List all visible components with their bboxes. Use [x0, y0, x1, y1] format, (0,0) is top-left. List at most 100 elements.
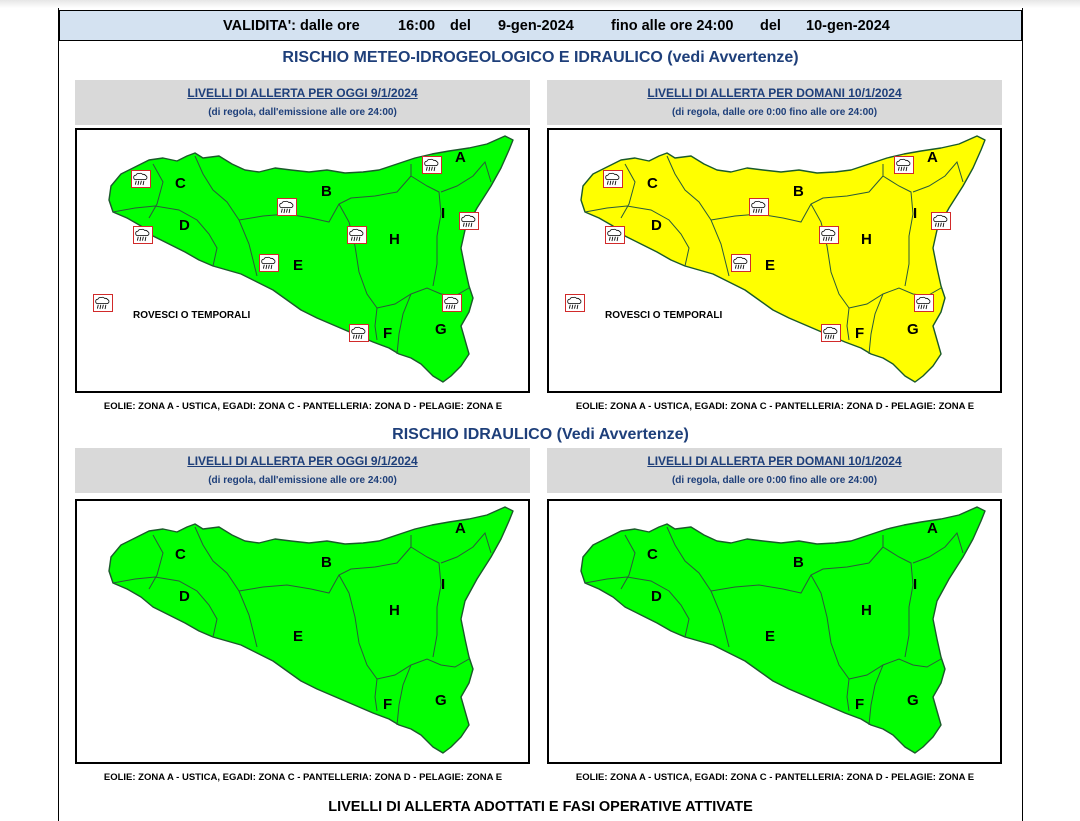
meteo-tomorrow-rain-icon-zone-i — [931, 212, 951, 230]
meteo-today-zone-border — [194, 155, 258, 277]
idraulico-today-zone-label-g: G — [435, 692, 447, 709]
meteo-tomorrow-rain-icon-zone-d — [605, 226, 625, 244]
idraulico-tomorrow-zone-border — [868, 664, 884, 726]
meteo-tomorrow-sicily-map: A B C D E F G H I — [580, 135, 986, 383]
idraulico-today-zone-border — [376, 658, 470, 680]
validity-until: fino alle ore 24:00 — [611, 18, 734, 34]
meteo-today-sicily-region — [108, 135, 514, 383]
idraulico-today-zone-label-c: C — [175, 546, 186, 563]
idraulico-tomorrow-zone-border — [848, 658, 942, 680]
idraulico-tomorrow-zone-label-d: D — [651, 588, 662, 605]
meteo-today-rain-icon-zone-c — [131, 170, 151, 188]
idraulico-tomorrow-zone-border — [912, 531, 964, 564]
meteo-tomorrow-zone-label-h: H — [861, 231, 872, 248]
meteo-today-zone-border — [112, 205, 218, 267]
idraulico-today-zone-label-d: D — [179, 588, 190, 605]
meteo-tomorrow-zone-border — [620, 163, 636, 219]
meteo-tomorrow-zone-label-i: I — [913, 205, 917, 222]
bulletin-page: VALIDITA': dalle ore 16:00 del 9-gen-202… — [58, 8, 1023, 821]
meteo-tomorrow-zone-label-f: F — [855, 325, 864, 342]
idraulico-tomorrow-zone-label-g: G — [907, 692, 919, 709]
idraulico-today-zone-border — [112, 576, 218, 638]
meteo-today-rain-icon-zone-a — [422, 156, 442, 174]
meteo-tomorrow-rain-icon-zone-e — [731, 254, 751, 272]
meteo-today-zone-border — [396, 293, 412, 355]
meteo-tomorrow-legend-text: ROVESCI O TEMPORALI — [605, 310, 723, 321]
meteo-today-zone-border — [410, 175, 442, 287]
idraulico-today-subheading: (di regola, dall'emissione alle ore 24:0… — [208, 475, 397, 486]
meteo-tomorrow-zone-label-g: G — [907, 321, 919, 338]
idraulico-tomorrow-zone-label-b: B — [793, 554, 804, 571]
meteo-today-zone-border — [440, 160, 492, 193]
idraulico-tomorrow-zone-border — [810, 574, 850, 712]
meteo-tomorrow-zone-label-b: B — [793, 183, 804, 200]
idraulico-today-zone-border — [194, 526, 258, 648]
validity-end-date: 10-gen-2024 — [806, 18, 890, 34]
idraulico-today-header: LIVELLI DI ALLERTA PER OGGI 9/1/2024 (di… — [75, 448, 530, 493]
meteo-today-legend-rain-icon — [93, 294, 113, 312]
idraulico-today-zone-border — [338, 574, 378, 712]
meteo-section-title: RISCHIO METEO-IDROGEOLOGICO E IDRAULICO … — [282, 49, 799, 66]
idraulico-section-title: RISCHIO IDRAULICO (Vedi Avvertenze) — [392, 426, 689, 443]
meteo-tomorrow-sicily-region — [580, 135, 986, 383]
meteo-tomorrow-rain-icon-zone-b — [749, 198, 769, 216]
validity-start-time: 16:00 — [398, 18, 436, 34]
idraulico-today-zone-label-h: H — [389, 602, 400, 619]
meteo-tomorrow-islands-note: EOLIE: ZONA A - USTICA, EGADI: ZONA C - … — [575, 401, 975, 412]
meteo-tomorrow-map: A B C D E F G H I — [547, 128, 1002, 393]
meteo-today-zone-label-e: E — [293, 257, 303, 274]
idraulico-today-zone-label-a: A — [455, 520, 466, 537]
idraulico-tomorrow-map: A B C D E F G H I — [547, 499, 1002, 764]
idraulico-tomorrow-zone-label-f: F — [855, 696, 864, 713]
idraulico-today-zone-border — [410, 546, 442, 658]
idraulico-today-heading: LIVELLI DI ALLERTA PER OGGI 9/1/2024 — [187, 454, 418, 468]
meteo-today-zone-label-i: I — [441, 205, 445, 222]
meteo-tomorrow-zone-label-a: A — [927, 149, 938, 166]
idraulico-tomorrow-zone-label-h: H — [861, 602, 872, 619]
meteo-tomorrow-zone-border — [868, 293, 884, 355]
meteo-tomorrow-zone-label-d: D — [651, 217, 662, 234]
meteo-today-rain-icon-zone-f — [349, 324, 369, 342]
meteo-tomorrow-zone-border — [882, 175, 914, 287]
idraulico-today-zone-border — [396, 664, 412, 726]
idraulico-tomorrow-heading: LIVELLI DI ALLERTA PER DOMANI 10/1/2024 — [647, 454, 902, 468]
idraulico-tomorrow-zone-border — [882, 546, 914, 658]
validity-bar: VALIDITA': dalle ore 16:00 del 9-gen-202… — [59, 10, 1022, 41]
meteo-tomorrow-rain-icon-zone-a — [894, 156, 914, 174]
meteo-tomorrow-zone-label-c: C — [647, 175, 658, 192]
meteo-today-zone-label-a: A — [455, 149, 466, 166]
idraulico-tomorrow-sicily-region — [580, 506, 986, 754]
idraulico-tomorrow-zone-border — [620, 534, 636, 590]
meteo-tomorrow-rain-icon-zone-f — [821, 324, 841, 342]
meteo-tomorrow-heading: LIVELLI DI ALLERTA PER DOMANI 10/1/2024 — [647, 86, 902, 100]
meteo-today-sicily-map: A B C D E F G H I — [108, 135, 514, 383]
idraulico-today-zone-border — [148, 534, 164, 590]
idraulico-today-zone-label-e: E — [293, 628, 303, 645]
meteo-today-rain-icon-zone-h — [347, 226, 367, 244]
idraulico-today-map: A B C D E F G H I — [75, 499, 530, 764]
meteo-today-subheading: (di regola, dall'emissione alle ore 24:0… — [208, 107, 397, 118]
idraulico-tomorrow-zone-border — [584, 576, 690, 638]
meteo-today-zone-label-f: F — [383, 325, 392, 342]
idraulico-today-zone-label-i: I — [441, 576, 445, 593]
meteo-today-zone-label-c: C — [175, 175, 186, 192]
meteo-tomorrow-zone-label-e: E — [765, 257, 775, 274]
meteo-today-map: A B C D E F G H I — [75, 128, 530, 393]
meteo-today-rain-icon-zone-b — [277, 198, 297, 216]
validity-del-1: del — [450, 18, 471, 34]
meteo-today-zone-label-h: H — [389, 231, 400, 248]
meteo-today-rain-icon-zone-d — [133, 226, 153, 244]
meteo-tomorrow-rain-icon-zone-c — [603, 170, 623, 188]
idraulico-tomorrow-zone-border — [666, 526, 730, 648]
meteo-today-legend-text: ROVESCI O TEMPORALI — [133, 310, 251, 321]
meteo-today-zone-label-b: B — [321, 183, 332, 200]
window-top-edge — [0, 0, 1080, 8]
validity-label: VALIDITA': dalle ore — [223, 18, 360, 34]
idraulico-tomorrow-sicily-map: A B C D E F G H I — [580, 506, 986, 754]
meteo-today-islands-note: EOLIE: ZONA A - USTICA, EGADI: ZONA C - … — [103, 401, 503, 412]
idraulico-tomorrow-subheading: (di regola, dalle ore 0:00 fino alle ore… — [671, 475, 878, 486]
validity-del-2: del — [760, 18, 781, 34]
meteo-tomorrow-legend-rain-icon — [565, 294, 585, 312]
footer-section-title: LIVELLI DI ALLERTA ADOTTATI E FASI OPERA… — [328, 799, 753, 815]
meteo-tomorrow-subheading: (di regola, dalle ore 0:00 fino alle ore… — [671, 107, 878, 118]
